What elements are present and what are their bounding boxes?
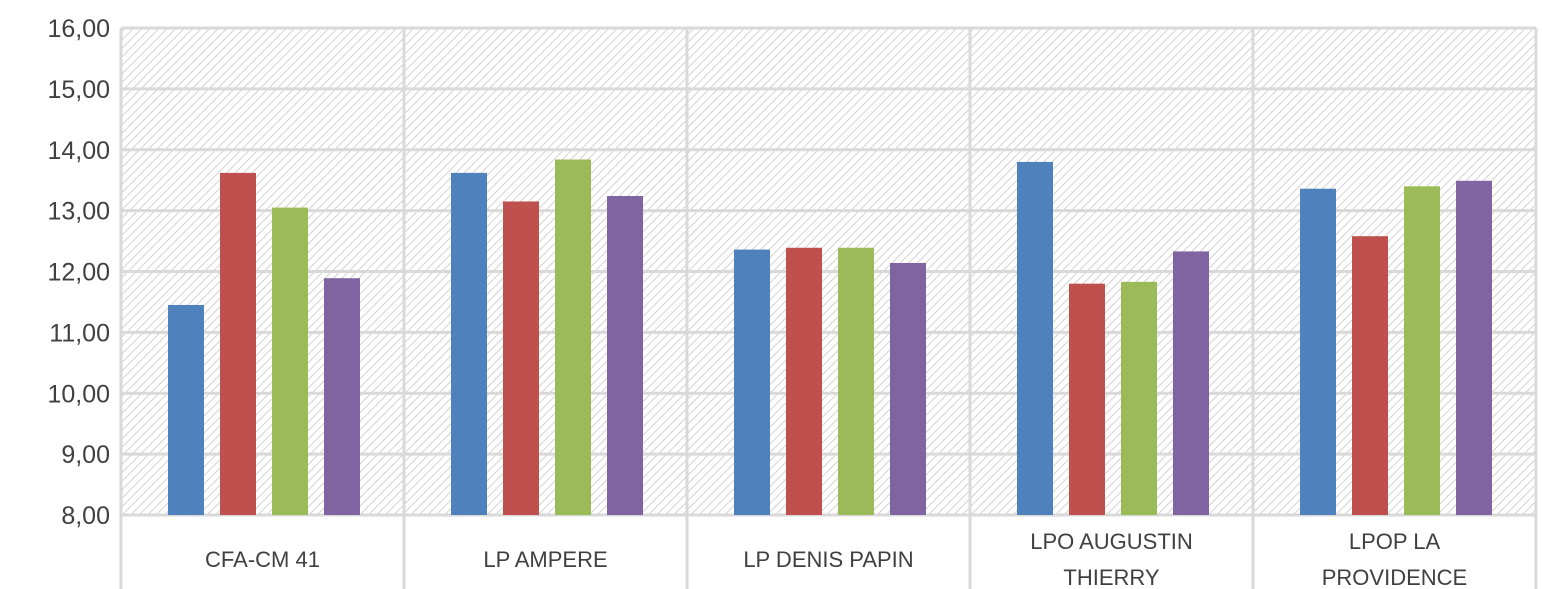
- x-category-label: PROVIDENCE: [1322, 565, 1467, 589]
- bar: [503, 201, 539, 515]
- y-tick-label: 9,00: [61, 441, 110, 469]
- y-tick-label: 10,00: [47, 380, 110, 408]
- x-category-label: CFA-CM 41: [205, 547, 320, 572]
- bar: [1352, 236, 1388, 515]
- bar: [324, 278, 360, 515]
- y-tick-label: 13,00: [47, 198, 110, 226]
- bar: [1456, 180, 1492, 515]
- bar: [1300, 188, 1336, 515]
- bar: [1173, 251, 1209, 515]
- bar: [786, 247, 822, 516]
- bar: [890, 262, 926, 515]
- y-tick-label: 16,00: [47, 15, 110, 43]
- y-tick-label: 11,00: [49, 319, 110, 347]
- x-category-label: LP AMPERE: [483, 547, 607, 572]
- bar: [838, 247, 874, 516]
- bar: [272, 207, 308, 516]
- bar: [734, 249, 770, 515]
- bar: [1069, 283, 1105, 515]
- y-tick-label: 14,00: [47, 137, 110, 165]
- y-tick-label: 15,00: [47, 76, 110, 104]
- y-axis-tick-labels: 8,00 9,00 10,00 11,00 12,00 13,00 14,00 15,00 16…: [47, 15, 110, 530]
- x-category-label: LPOP LA: [1349, 529, 1441, 554]
- bar: [451, 172, 487, 515]
- y-tick-label: 12,00: [47, 259, 110, 287]
- bar: [1017, 161, 1053, 516]
- x-category-label: LP DENIS PAPIN: [743, 547, 913, 572]
- bar: [1121, 281, 1157, 515]
- bar: [168, 304, 204, 515]
- x-category-label: THIERRY: [1063, 565, 1159, 589]
- bar: [607, 196, 643, 515]
- x-axis-category-labels: CFA-CM 41 LP AMPERE LP DENIS PAPIN LPO AUGU…: [205, 529, 1467, 589]
- bar: [1404, 186, 1440, 515]
- y-tick-label: 8,00: [61, 502, 110, 530]
- bar: [220, 172, 256, 515]
- x-category-label: LPO AUGUSTIN: [1030, 529, 1193, 554]
- bars: [168, 159, 1492, 516]
- bar: [555, 159, 591, 516]
